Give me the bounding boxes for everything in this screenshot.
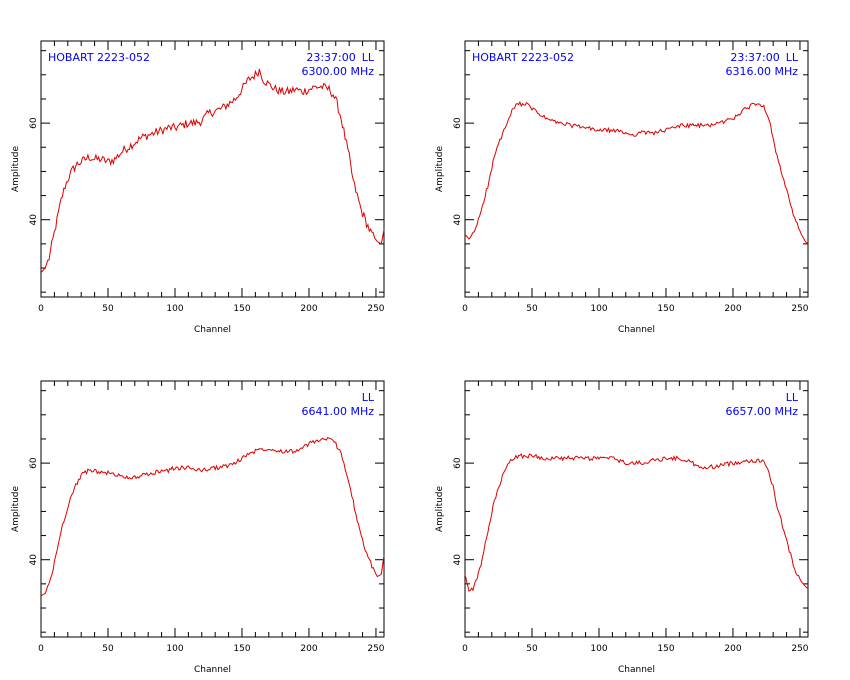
x-tick-label: 0 [462,644,468,654]
x-tick-label: 50 [102,644,114,654]
x-tick-label: 150 [233,644,250,654]
chart-panel-1: 0 50 100 150 200 250 40 60 Channel Amplitude HOBAR… [11,40,385,335]
pol-label: LL [786,51,799,64]
amplitude-trace-3 [40,436,385,597]
time-label: 23:37:00 [306,51,355,64]
time-pol-label: LL [786,391,799,404]
pol-label: LL [362,51,375,64]
x-tick-label: 250 [791,304,808,314]
plot-frame [40,40,385,298]
x-tick-label: 250 [791,644,808,654]
time-pol-label: 23:37:00 LL [306,51,375,64]
x-tick-label: 0 [38,304,44,314]
time-pol-label: 23:37:00 LL [730,51,799,64]
x-tick-label: 100 [590,644,607,654]
x-tick-label: 250 [367,304,384,314]
freq-label: 6641.00 MHz [301,405,374,418]
source-label: HOBART 2223-052 [48,51,150,64]
amplitude-trace-1 [40,68,385,274]
x-tick-label: 50 [526,304,538,314]
time-pol-label: LL [362,391,375,404]
amplitude-trace-2 [464,100,809,245]
amplitude-trace-4 [464,453,809,592]
plot-frame [464,380,809,638]
y-tick-label: 60 [29,457,39,469]
x-axis-label: Channel [194,665,231,675]
x-tick-label: 100 [166,644,183,654]
time-label: 23:37:00 [730,51,779,64]
plot-frame [40,380,385,638]
y-tick-label: 60 [29,117,39,129]
x-tick-label: 50 [526,644,538,654]
x-tick-label: 200 [724,644,741,654]
x-tick-label: 200 [300,304,317,314]
chart-panel-3: 0 50 100 150 200 250 40 60 Channel Amplitude LL664… [11,380,385,675]
x-axis-label: Channel [618,665,655,675]
chart-panel-2: 0 50 100 150 200 250 40 60 Channel Amplitude HOBAR… [435,40,809,335]
x-tick-label: 200 [300,644,317,654]
y-axis-label: Amplitude [435,485,445,532]
x-tick-label: 100 [166,304,183,314]
y-tick-label: 60 [453,117,463,129]
x-tick-label: 150 [233,304,250,314]
plot-frame [464,40,809,298]
y-axis-label: Amplitude [435,145,445,192]
y-tick-label: 40 [453,214,463,226]
freq-label: 6316.00 MHz [725,65,798,78]
y-tick-label: 40 [29,214,39,226]
freq-label: 6657.00 MHz [725,405,798,418]
x-tick-label: 0 [38,644,44,654]
source-label: HOBART 2223-052 [472,51,574,64]
chart-panel-4: 0 50 100 150 200 250 40 60 Channel Amplitude LL665… [435,380,809,675]
x-axis-label: Channel [618,325,655,335]
freq-label: 6300.00 MHz [301,65,374,78]
y-tick-label: 60 [453,457,463,469]
y-axis-label: Amplitude [11,145,21,192]
y-axis-label: Amplitude [11,485,21,532]
x-tick-label: 150 [657,304,674,314]
x-tick-label: 250 [367,644,384,654]
y-tick-label: 40 [453,554,463,566]
x-tick-label: 200 [724,304,741,314]
x-axis-label: Channel [194,325,231,335]
y-tick-label: 40 [29,554,39,566]
x-tick-label: 150 [657,644,674,654]
x-tick-label: 50 [102,304,114,314]
x-tick-label: 0 [462,304,468,314]
x-tick-label: 100 [590,304,607,314]
